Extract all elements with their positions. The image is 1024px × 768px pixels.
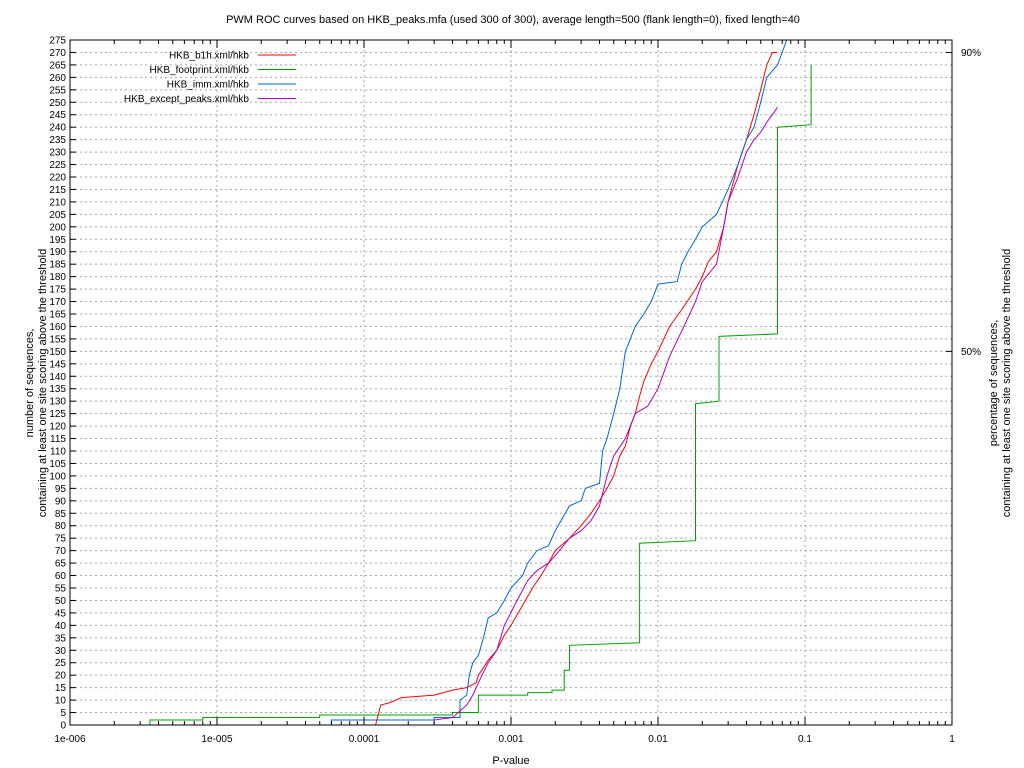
y-tick-label: 205 (49, 210, 66, 221)
y-tick-label: 60 (55, 571, 67, 582)
y-tick-label: 180 (49, 272, 66, 283)
y2-axis-label-line-2: containing at least one site scoring abo… (1001, 249, 1013, 517)
y-tick-label: 165 (49, 310, 66, 321)
y-tick-label: 275 (49, 36, 66, 47)
y2-axis-label: percentage of sequences, containing at l… (988, 249, 1013, 517)
legend-label-1: HKB_b1h.xml/hkb (169, 51, 249, 62)
y-tick-label: 260 (49, 73, 66, 84)
y-tick-label: 215 (49, 185, 66, 196)
y-tick-label: 135 (49, 384, 66, 395)
y-tick-label: 175 (49, 285, 66, 296)
y-tick-label: 65 (55, 559, 67, 570)
x-tick-label: 0.0001 (349, 734, 380, 745)
y-tick-label: 170 (49, 297, 66, 308)
series-line-4 (433, 107, 778, 725)
y-tick-label: 245 (49, 110, 66, 121)
y-tick-label: 155 (49, 334, 66, 345)
y-tick-label: 90 (55, 496, 67, 507)
y-tick-label: 10 (55, 696, 67, 707)
y-tick-label: 5 (60, 708, 66, 719)
y-tick-label: 130 (49, 397, 66, 408)
y-tick-label: 270 (49, 48, 66, 59)
y2-tick-label: 90% (961, 48, 981, 59)
legend-label-4: HKB_except_peaks.xml/hkb (124, 94, 250, 105)
y-tick-label: 110 (50, 447, 66, 458)
y-tick-label: 250 (49, 98, 66, 109)
y-tick-label: 235 (49, 135, 66, 146)
y-tick-label: 210 (49, 197, 66, 208)
y-tick-label: 70 (55, 546, 67, 557)
x-tick-label: 0.1 (798, 734, 812, 745)
y-tick-label: 95 (55, 484, 67, 495)
y-tick-label: 75 (55, 534, 67, 545)
x-tick-label: 0.001 (498, 734, 523, 745)
legend-label-3: HKB_imm.xml/hkb (167, 80, 250, 91)
y2-tick-label: 50% (961, 347, 981, 358)
x-tick-label: 1e-006 (54, 734, 86, 745)
y-tick-label: 200 (49, 222, 66, 233)
y-tick-label: 50 (55, 596, 67, 607)
y-tick-label: 80 (55, 521, 67, 532)
y-tick-label: 100 (49, 471, 66, 482)
x-tick-label: 1 (949, 734, 955, 745)
y-tick-label: 40 (55, 621, 67, 632)
y-tick-label: 25 (55, 658, 67, 669)
legend: HKB_b1h.xml/hkb HKB_footprint.xml/hkb HKB_… (124, 51, 296, 105)
y-tick-label: 15 (55, 683, 67, 694)
series-line-3 (330, 39, 788, 725)
chart-title: PWM ROC curves based on HKB_peaks.mfa (u… (226, 14, 800, 26)
series-lines (149, 39, 812, 726)
y-tick-label: 185 (49, 260, 66, 271)
y-tick-label: 190 (49, 247, 66, 258)
y-tick-label: 0 (60, 721, 66, 732)
y-tick-label: 55 (55, 584, 67, 595)
y-tick-label: 140 (49, 372, 66, 383)
y-tick-label: 145 (49, 359, 66, 370)
y-tick-label: 35 (55, 633, 67, 644)
y-tick-label: 45 (55, 608, 67, 619)
y-tick-label: 150 (49, 347, 66, 358)
grid-lines (70, 40, 952, 725)
x-tick-label: 1e-005 (201, 734, 233, 745)
series-line-2 (149, 64, 812, 725)
y-tick-label: 105 (49, 459, 66, 470)
y-tick-label: 225 (49, 160, 66, 171)
y-tick-label: 220 (49, 173, 66, 184)
x-axis-label: P-value (492, 755, 529, 767)
y-tick-label: 115 (50, 434, 66, 445)
y-tick-label: 20 (55, 671, 67, 682)
y-tick-label: 195 (49, 235, 66, 246)
y-tick-label: 265 (49, 60, 66, 71)
y-tick-label: 120 (49, 422, 66, 433)
y-tick-label: 240 (49, 123, 66, 134)
y-tick-label: 85 (55, 509, 67, 520)
y-tick-label: 255 (49, 85, 66, 96)
y-tick-label: 30 (55, 646, 67, 657)
y-axis-label: number of sequences, containing at least… (24, 249, 49, 517)
y-axis-label-line-1: number of sequences, (24, 329, 36, 438)
legend-label-2: HKB_footprint.xml/hkb (150, 65, 250, 76)
y-axis-label-line-2: containing at least one site scoring abo… (37, 249, 49, 517)
x-tick-label: 0.01 (648, 734, 668, 745)
y-tick-label: 160 (49, 322, 66, 333)
y-tick-label: 125 (49, 409, 66, 420)
y2-axis-label-line-1: percentage of sequences, (988, 320, 1000, 447)
y-tick-label: 230 (49, 148, 66, 159)
axis-ticks: 0510152025303540455055606570758085909510… (49, 36, 981, 746)
